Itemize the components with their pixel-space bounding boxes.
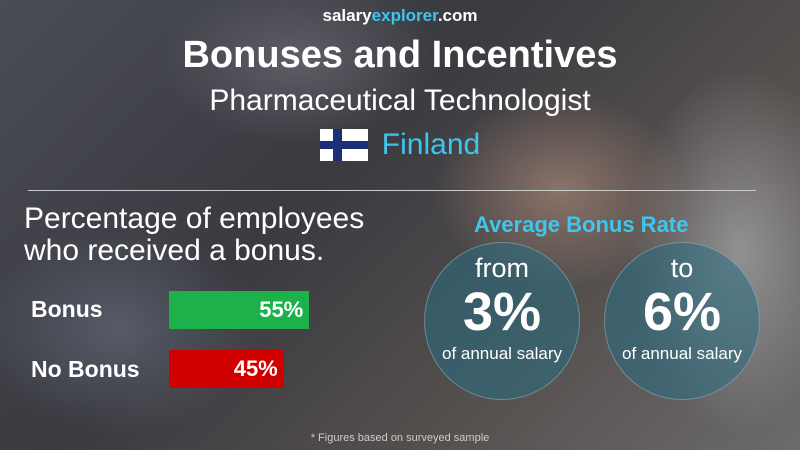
bonus-bar: 55% xyxy=(169,291,310,329)
finland-flag-icon xyxy=(319,129,368,161)
country-name: Finland xyxy=(381,128,481,161)
no-bonus-bar: 45% xyxy=(169,350,284,388)
section-heading: Percentage of employees who received a bo… xyxy=(24,202,365,267)
to-circle: to 6% of annual salary xyxy=(604,242,760,400)
job-title: Pharmaceutical Technologist xyxy=(209,84,591,117)
divider xyxy=(28,190,756,191)
from-value: 3% xyxy=(462,282,542,342)
country-row: Finland xyxy=(0,128,800,162)
no-bonus-label: No Bonus xyxy=(31,356,140,382)
average-bonus-heading: Average Bonus Rate xyxy=(474,212,689,237)
site-logo: salaryexplorer.com xyxy=(322,6,478,25)
footnote: * Figures based on surveyed sample xyxy=(310,432,490,444)
page-title: Bonuses and Incentives xyxy=(182,34,618,76)
bonus-value: 55% xyxy=(259,297,304,322)
no-bonus-value: 45% xyxy=(233,356,278,381)
bonus-label: Bonus xyxy=(31,296,103,322)
to-value: 6% xyxy=(642,282,722,342)
from-circle: from 3% of annual salary xyxy=(424,242,580,400)
